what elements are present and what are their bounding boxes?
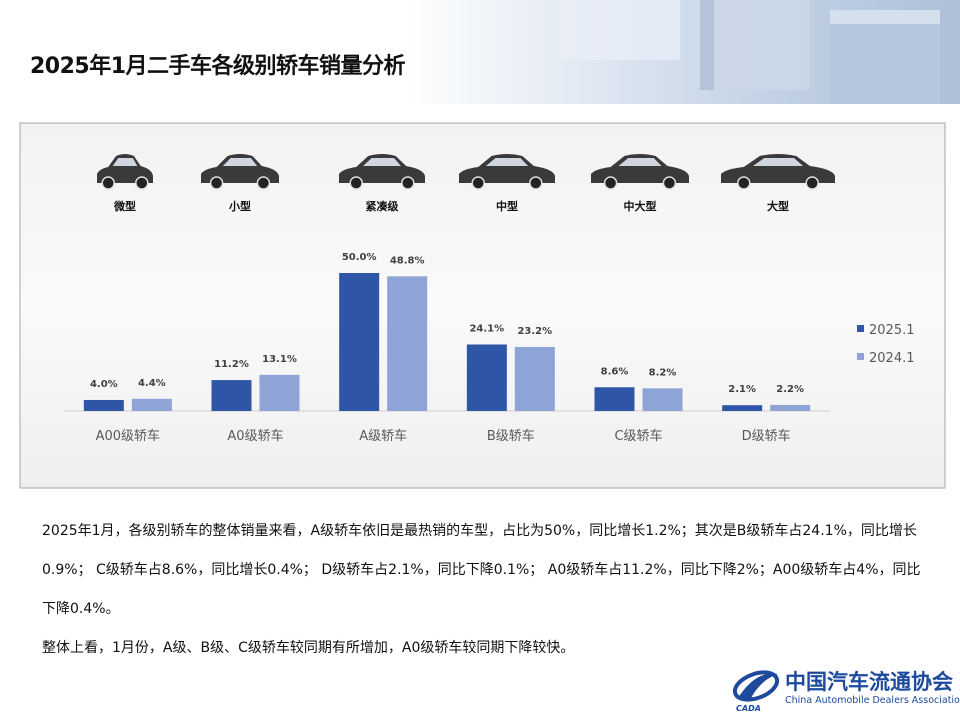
value-label: 8.6% <box>601 366 629 377</box>
value-label: 4.4% <box>138 378 166 389</box>
header-decoration <box>560 0 940 104</box>
bar <box>642 388 683 411</box>
bar <box>466 344 507 411</box>
car-wheel <box>209 176 224 190</box>
legend-swatch <box>857 353 864 360</box>
car-window <box>222 158 258 166</box>
x-tick-label: A级轿车 <box>359 428 407 444</box>
car-icon <box>97 154 153 183</box>
logo-emblem <box>732 670 780 702</box>
logo-abbr: CADA <box>736 704 761 713</box>
car-icon <box>721 154 835 183</box>
car-type-label: 中型 <box>496 199 518 213</box>
bar <box>770 404 811 411</box>
bar <box>339 273 380 411</box>
bar <box>131 398 172 411</box>
value-label: 24.1% <box>469 323 504 334</box>
value-label: 50.0% <box>342 252 377 263</box>
car-window <box>618 158 662 166</box>
x-tick-label: A00级轿车 <box>96 428 160 444</box>
car-wheel <box>256 176 271 190</box>
bar <box>83 399 124 411</box>
x-tick-label: D级轿车 <box>742 428 791 444</box>
car-wheel <box>805 176 819 190</box>
x-tick-label: A0级轿车 <box>227 428 283 444</box>
car-wheel <box>737 176 751 190</box>
car-window <box>363 158 401 166</box>
car-type-label: 紧凑级 <box>366 199 400 213</box>
car-icon <box>339 154 425 183</box>
car-wheel <box>603 176 618 190</box>
logo: CADA 中国汽车流通协会 China Automobile Dealers A… <box>730 660 960 720</box>
bar <box>387 276 428 411</box>
car-wheel <box>135 176 149 190</box>
paragraph: 2025年1月，各级别轿车的整体销量来看，A级轿车依旧是最热销的车型，占比为50… <box>42 523 921 617</box>
car-wheel <box>101 176 115 190</box>
value-label: 8.2% <box>649 367 677 378</box>
legend-label: 2024.1 <box>869 351 915 366</box>
value-label: 11.2% <box>214 359 249 370</box>
car-wheel <box>529 176 543 190</box>
car-icon <box>201 154 279 183</box>
value-label: 23.2% <box>517 326 552 337</box>
car-type-label: 中大型 <box>624 199 657 213</box>
car-type-label: 小型 <box>228 199 251 213</box>
value-label: 2.2% <box>776 384 804 395</box>
value-label: 48.8% <box>390 255 425 266</box>
chart: 微型 小型 紧凑级 中型 中大型 大型 4.0% 4.4% A00级轿车 11.2% 13.1% A0… <box>19 122 946 489</box>
bar <box>259 374 300 411</box>
car-icon <box>459 154 555 183</box>
x-tick-label: B级轿车 <box>487 428 535 444</box>
car-wheel <box>401 176 415 190</box>
body-text: 2025年1月，各级别轿车的整体销量来看，A级轿车依旧是最热销的车型，占比为50… <box>42 512 926 668</box>
value-label: 13.1% <box>262 354 297 365</box>
legend-swatch <box>857 325 864 332</box>
x-tick-label: C级轿车 <box>614 428 662 444</box>
value-label: 2.1% <box>728 384 756 395</box>
car-wheel <box>349 176 363 190</box>
title: 2025年1月二手车各级别轿车销量分析 <box>30 54 406 79</box>
value-label: 4.0% <box>90 379 118 390</box>
legend-label: 2025.1 <box>869 323 915 338</box>
car-window <box>485 158 529 166</box>
car-window <box>752 158 804 166</box>
car-type-label: 微型 <box>113 199 136 213</box>
bar <box>722 405 763 411</box>
car-window <box>112 158 138 166</box>
car-icon <box>591 154 689 183</box>
car-wheel <box>471 176 485 190</box>
bar <box>211 380 252 411</box>
bar <box>594 387 635 411</box>
paragraph: 整体上看，1月份，A级、B级、C级轿车较同期有所增加，A0级轿车较同期下降较快。 <box>42 640 575 656</box>
car-type-label: 大型 <box>767 199 789 213</box>
car-wheel <box>662 176 677 190</box>
header: 2025年1月二手车各级别轿车销量分析 <box>0 0 960 104</box>
logo-name-cn: 中国汽车流通协会 <box>785 669 953 694</box>
logo-name-en: China Automobile Dealers Association <box>785 695 960 706</box>
bar <box>514 346 555 411</box>
